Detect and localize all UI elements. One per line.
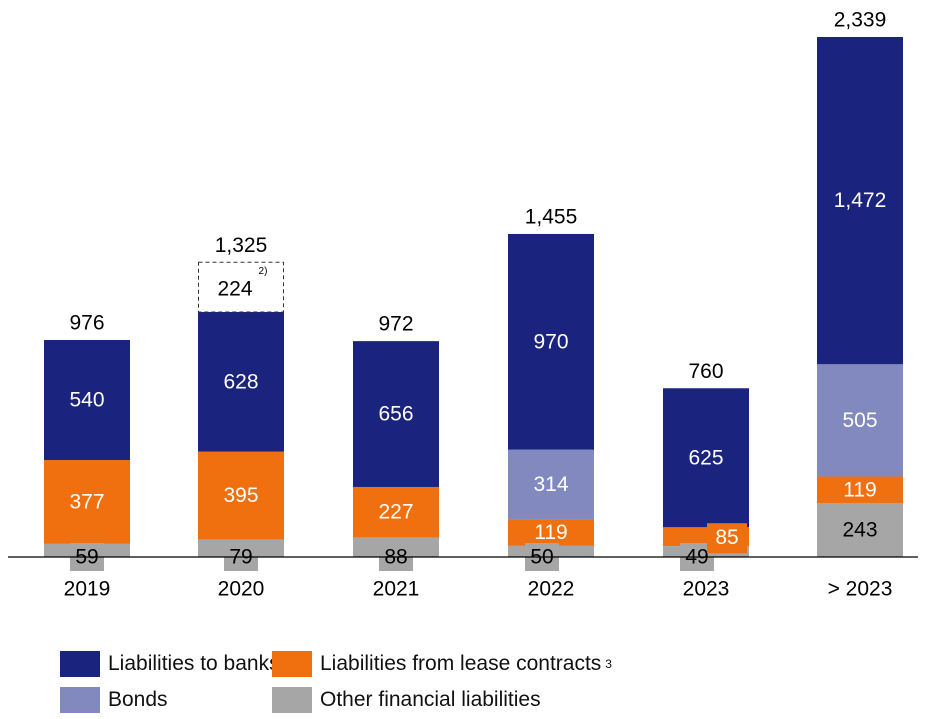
label-total-2023: 2,339 [834, 9, 887, 32]
bar-liabilities-from-lease-contracts-2022 [508, 519, 594, 546]
bar-extra-segment-2020 [198, 261, 284, 313]
label-liabilities-from-lease-contracts-2020: 395 [223, 484, 258, 507]
bar-bonds-2023 [817, 364, 903, 477]
label-total-2019: 976 [69, 312, 104, 335]
label-total-2022: 1,455 [525, 206, 578, 229]
label-liabilities-from-lease-contracts-2023: 119 [843, 478, 876, 501]
legend-swatch-banks [60, 651, 100, 677]
label-bonds-2023: 505 [842, 409, 877, 432]
label-liabilities-to-banks-2021: 656 [378, 403, 413, 426]
legend-swatch-bonds [60, 687, 100, 713]
label-liabilities-to-banks-2022: 970 [533, 330, 568, 353]
label-extra-segment-2020: 224 [217, 278, 252, 301]
tick-label-2023: > 2023 [828, 578, 893, 601]
label-total-2020: 1,325 [215, 234, 268, 257]
bar-liabilities-to-banks-2019 [44, 340, 130, 461]
bar-liabilities-to-banks-2020 [198, 312, 284, 452]
label-total-2023: 760 [688, 360, 723, 383]
legend-label-other: Other financial liabilities [320, 688, 541, 711]
label-liabilities-from-lease-contracts-2021: 227 [378, 501, 413, 524]
stacked-bar-chart: 5937754097620192242)793956281,3252020882… [8, 9, 918, 601]
label-lease-2023: 85 [715, 526, 738, 549]
bar-liabilities-to-banks-2021 [353, 341, 439, 487]
legend-footnote-lease: 3 [605, 657, 612, 671]
bar-liabilities-to-banks-2022 [508, 233, 594, 450]
legend-item-other: Other financial liabilities [272, 686, 541, 714]
label-liabilities-from-lease-contracts-2022: 119 [534, 521, 567, 544]
legend-swatch-other [272, 687, 312, 713]
bar-liabilities-from-lease-contracts-2019 [44, 460, 130, 544]
legend: Liabilities to banks Liabilities from le… [60, 650, 760, 718]
label-liabilities-from-lease-contracts-2019: 377 [69, 491, 104, 514]
bar-bonds-2022 [508, 449, 594, 520]
label-liabilities-to-banks-2023: 625 [688, 446, 723, 469]
legend-label-lease: Liabilities from lease contracts [320, 652, 602, 675]
legend-item-banks: Liabilities to banks [60, 650, 280, 678]
label-total-2021: 972 [378, 313, 413, 336]
legend-label-bonds: Bonds [108, 688, 168, 711]
label-box-lease-2023 [707, 523, 747, 554]
label-extra-footnote-2020: 2) [259, 266, 268, 277]
bar-liabilities-to-banks-2023 [663, 388, 749, 528]
bar-liabilities-from-lease-contracts-2020 [198, 451, 284, 540]
bar-liabilities-to-banks-2023 [817, 37, 903, 365]
tick-label-2021: 2021 [373, 578, 420, 601]
label-liabilities-to-banks-2020: 628 [223, 370, 258, 393]
legend-item-lease: Liabilities from lease contracts 3 [272, 650, 612, 678]
label-bonds-2022: 314 [533, 473, 568, 496]
label-liabilities-to-banks-2019: 540 [69, 389, 104, 412]
tick-label-2023: 2023 [683, 578, 730, 601]
label-other-2023: 243 [842, 519, 877, 542]
bar-liabilities-from-lease-contracts-2023 [817, 476, 903, 503]
label-liabilities-to-banks-2023: 1,472 [834, 189, 887, 212]
legend-swatch-lease [272, 651, 312, 677]
bar-other-financial-liabilities-2023 [817, 502, 903, 557]
tick-label-2022: 2022 [528, 578, 575, 601]
legend-label-banks: Liabilities to banks [108, 652, 280, 675]
legend-item-bonds: Bonds [60, 686, 168, 714]
bar-liabilities-from-lease-contracts-2021 [353, 486, 439, 538]
tick-label-2020: 2020 [218, 578, 265, 601]
tick-label-2019: 2019 [64, 578, 111, 601]
